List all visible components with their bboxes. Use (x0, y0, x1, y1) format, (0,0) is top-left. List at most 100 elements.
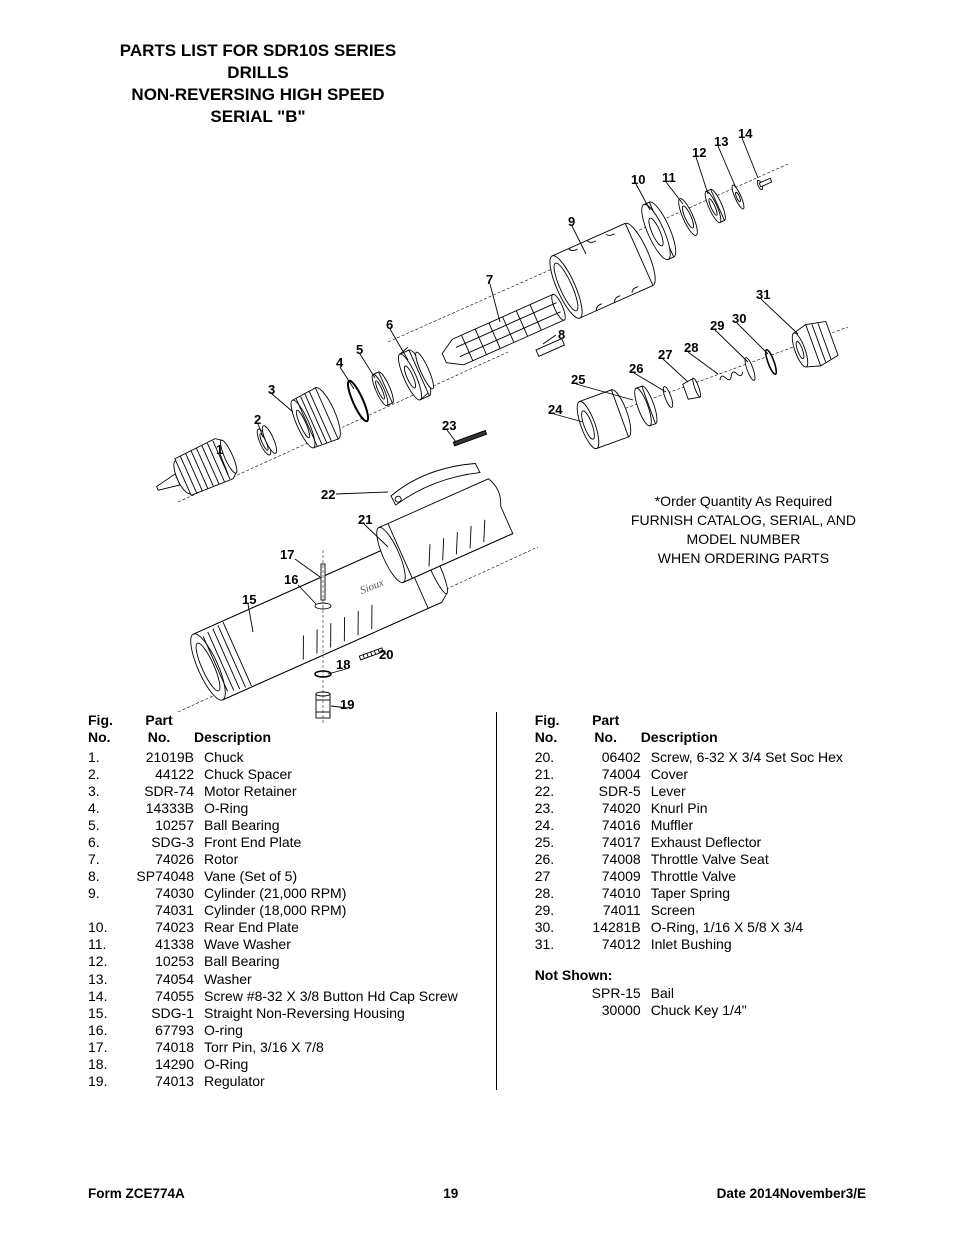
cell-part: SP74048 (124, 868, 204, 885)
cell-desc: Chuck Key 1/4" (651, 1002, 747, 1019)
table-row: 2.44122Chuck Spacer (88, 766, 458, 783)
footer-form: Form ZCE774A (88, 1186, 185, 1201)
cell-fig: 7. (88, 851, 124, 868)
cell-fig: 11. (88, 936, 124, 953)
cell-part: 74017 (571, 834, 651, 851)
cell-desc: Throttle Valve (651, 868, 736, 885)
callout-19: 19 (340, 697, 354, 712)
cell-fig: 3. (88, 783, 124, 800)
callout-24: 24 (548, 402, 562, 417)
cell-part: 74031 (124, 902, 204, 919)
table-row: 15.SDG-1Straight Non-Reversing Housing (88, 1005, 458, 1022)
cell-fig: 4. (88, 800, 124, 817)
cell-desc: Screw, 6-32 X 3/4 Set Soc Hex (651, 749, 843, 766)
callout-7: 7 (486, 272, 493, 287)
cell-fig: 23. (535, 800, 571, 817)
cell-part: 74009 (571, 868, 651, 885)
cell-desc: Front End Plate (204, 834, 301, 851)
cell-part: 14281B (571, 919, 651, 936)
callout-20: 20 (379, 647, 393, 662)
cell-fig: 24. (535, 817, 571, 834)
cell-fig: 15. (88, 1005, 124, 1022)
parts-column-left: Fig.No. PartNo. Description 1.21019BChuc… (88, 712, 458, 1090)
cell-desc: Muffler (651, 817, 694, 834)
cell-desc: Chuck (204, 749, 244, 766)
table-row: 5.10257Ball Bearing (88, 817, 458, 834)
cell-fig: 9. (88, 885, 124, 902)
table-row: 26.74008Throttle Valve Seat (535, 851, 866, 868)
cell-part: 06402 (571, 749, 651, 766)
table-row: 21.74004Cover (535, 766, 866, 783)
cell-desc: Cylinder (21,000 RPM) (204, 885, 346, 902)
table-row: 31.74012Inlet Bushing (535, 936, 866, 953)
cell-desc: Knurl Pin (651, 800, 708, 817)
cell-part: 74016 (571, 817, 651, 834)
parts-column-right: Fig.No. PartNo. Description 20.06402Scre… (535, 712, 866, 1090)
cell-part: 74030 (124, 885, 204, 902)
callout-10: 10 (631, 172, 645, 187)
cell-fig: 18. (88, 1056, 124, 1073)
table-row: 17.74018Torr Pin, 3/16 X 7/8 (88, 1039, 458, 1056)
cell-fig: 2. (88, 766, 124, 783)
table-row: 9.74030Cylinder (21,000 RPM) (88, 885, 458, 902)
cell-desc: Regulator (204, 1073, 265, 1090)
cell-fig: 16. (88, 1022, 124, 1039)
cell-desc: Cylinder (18,000 RPM) (204, 902, 346, 919)
callout-5: 5 (356, 342, 363, 357)
order-note-line2: FURNISH CATALOG, SERIAL, AND (631, 511, 856, 530)
table-row: 19.74013Regulator (88, 1073, 458, 1090)
footer-date: Date 2014November3/E (717, 1186, 866, 1201)
table-row: 3.SDR-74Motor Retainer (88, 783, 458, 800)
table-row: 6.SDG-3Front End Plate (88, 834, 458, 851)
cell-fig: 17. (88, 1039, 124, 1056)
callout-25: 25 (571, 372, 585, 387)
callout-15: 15 (242, 592, 256, 607)
cell-desc: Rear End Plate (204, 919, 299, 936)
cell-desc: Torr Pin, 3/16 X 7/8 (204, 1039, 324, 1056)
cell-desc: Screw #8-32 X 3/8 Button Hd Cap Screw (204, 988, 458, 1005)
callout-8: 8 (558, 327, 565, 342)
cell-desc: Throttle Valve Seat (651, 851, 769, 868)
cell-fig: 19. (88, 1073, 124, 1090)
cell-fig: 30. (535, 919, 571, 936)
callout-13: 13 (714, 134, 728, 149)
footer-page: 19 (443, 1186, 458, 1201)
callout-31: 31 (756, 287, 770, 302)
order-note-line1: *Order Quantity As Required (631, 492, 856, 511)
table-row: 10.74023Rear End Plate (88, 919, 458, 936)
cell-desc: Taper Spring (651, 885, 730, 902)
table-row: 30000Chuck Key 1/4" (535, 1002, 866, 1019)
table-row: 74031Cylinder (18,000 RPM) (88, 902, 458, 919)
table-row: 4.14333BO-Ring (88, 800, 458, 817)
table-row: 1.21019BChuck (88, 749, 458, 766)
cell-part: 21019B (124, 749, 204, 766)
order-note: *Order Quantity As Required FURNISH CATA… (631, 492, 856, 568)
order-note-line4: WHEN ORDERING PARTS (631, 549, 856, 568)
cell-fig: 25. (535, 834, 571, 851)
cell-part: 74018 (124, 1039, 204, 1056)
cell-part: 14333B (124, 800, 204, 817)
cell-fig: 20. (535, 749, 571, 766)
cell-desc: Chuck Spacer (204, 766, 292, 783)
column-divider (496, 712, 497, 1090)
cell-part: 10253 (124, 953, 204, 970)
cell-fig: 1. (88, 749, 124, 766)
callout-4: 4 (336, 355, 343, 370)
cell-part: 74004 (571, 766, 651, 783)
table-row: 30.14281BO-Ring, 1/16 X 5/8 X 3/4 (535, 919, 866, 936)
callout-29: 29 (710, 318, 724, 333)
cell-part: 74008 (571, 851, 651, 868)
cell-part: 41338 (124, 936, 204, 953)
cell-fig: 12. (88, 953, 124, 970)
cell-part: 74012 (571, 936, 651, 953)
callout-1: 1 (216, 442, 223, 457)
callout-22: 22 (321, 487, 335, 502)
cell-part: 74013 (124, 1073, 204, 1090)
cell-desc: O-Ring (204, 800, 248, 817)
cell-part: SDR-5 (571, 783, 651, 800)
cell-desc: Cover (651, 766, 688, 783)
callout-9: 9 (568, 214, 575, 229)
cell-fig: 21. (535, 766, 571, 783)
callout-17: 17 (280, 547, 294, 562)
callout-16: 16 (284, 572, 298, 587)
